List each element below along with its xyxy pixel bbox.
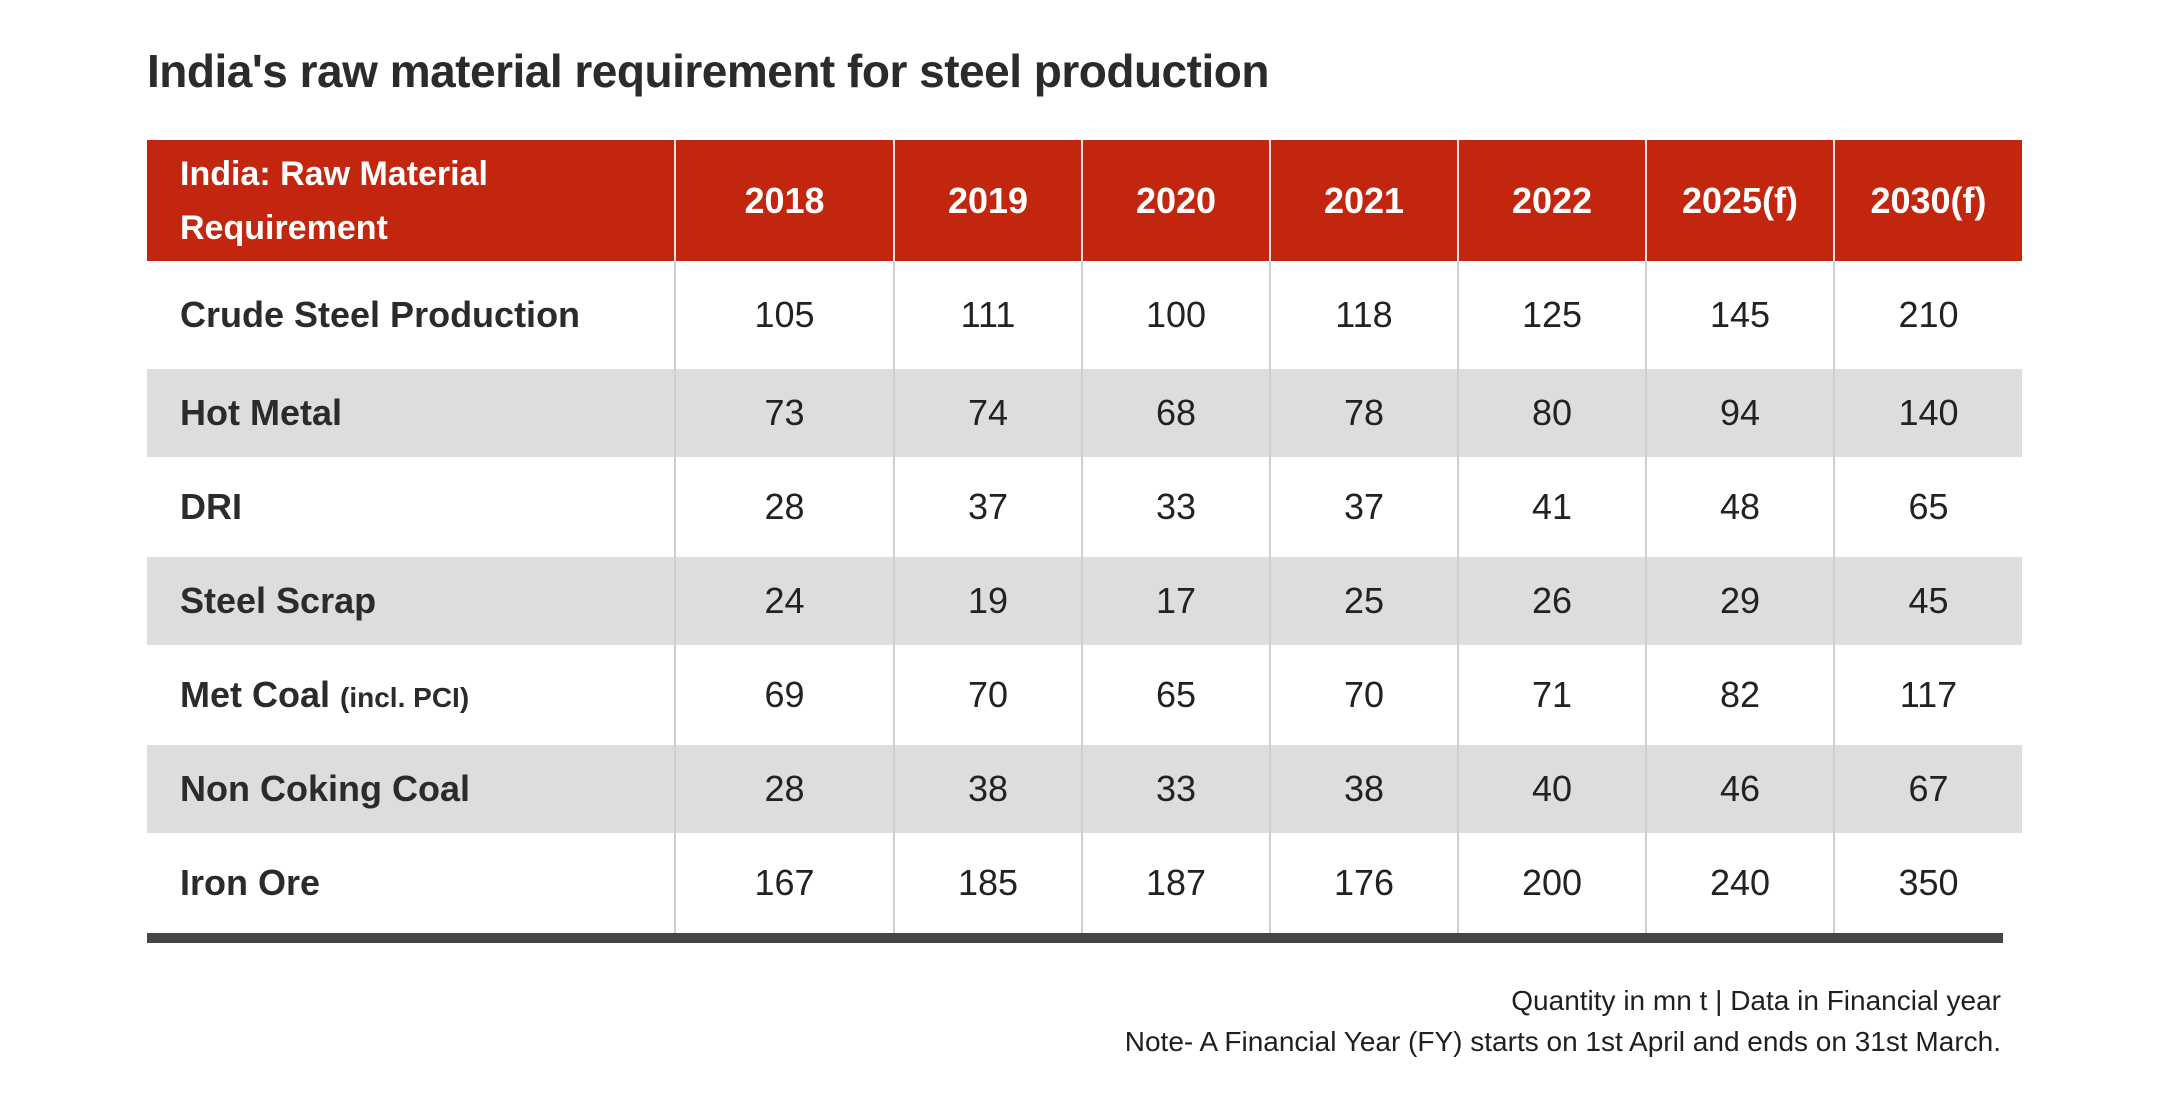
value-cell: 105 bbox=[674, 261, 894, 369]
page-title: India's raw material requirement for ste… bbox=[147, 45, 1269, 97]
value-cell: 37 bbox=[893, 457, 1082, 557]
value-cell: 117 bbox=[1833, 645, 2022, 745]
row-label: Steel Scrap bbox=[180, 580, 377, 621]
row-label-cell: Met Coal (incl. PCI) bbox=[147, 645, 675, 745]
value-cell: 71 bbox=[1457, 645, 1646, 745]
value-cell: 145 bbox=[1645, 261, 1834, 369]
row-label: Iron Ore bbox=[180, 862, 321, 903]
value-cell: 94 bbox=[1645, 369, 1834, 457]
column-header: 2022 bbox=[1457, 140, 1646, 261]
value-cell: 40 bbox=[1457, 745, 1646, 833]
header-label-cell: India: Raw Material Requirement bbox=[147, 140, 675, 261]
value-cell: 350 bbox=[1833, 833, 2022, 933]
row-label: Met Coal bbox=[180, 674, 331, 715]
column-header: 2019 bbox=[893, 140, 1082, 261]
row-label-cell: Non Coking Coal bbox=[147, 745, 675, 833]
row-label-cell: Crude Steel Production bbox=[147, 261, 675, 369]
value-cell: 38 bbox=[1269, 745, 1458, 833]
value-cell: 187 bbox=[1081, 833, 1270, 933]
table-row: Iron Ore 167 185 187 176 200 240 350 bbox=[147, 833, 2022, 933]
value-cell: 28 bbox=[674, 457, 894, 557]
column-header: 2030(f) bbox=[1833, 140, 2022, 261]
value-cell: 100 bbox=[1081, 261, 1270, 369]
table-body: Crude Steel Production 105 111 100 118 125 145… bbox=[147, 261, 2022, 933]
value-cell: 140 bbox=[1833, 369, 2022, 457]
value-cell: 33 bbox=[1081, 745, 1270, 833]
value-cell: 67 bbox=[1833, 745, 2022, 833]
value-cell: 33 bbox=[1081, 457, 1270, 557]
value-cell: 200 bbox=[1457, 833, 1646, 933]
row-label-cell: Iron Ore bbox=[147, 833, 675, 933]
value-cell: 73 bbox=[674, 369, 894, 457]
value-cell: 41 bbox=[1457, 457, 1646, 557]
table-row: Steel Scrap 24 19 17 25 26 29 45 bbox=[147, 557, 2022, 645]
value-cell: 74 bbox=[893, 369, 1082, 457]
row-label-cell: Steel Scrap bbox=[147, 557, 675, 645]
value-cell: 69 bbox=[674, 645, 894, 745]
value-cell: 28 bbox=[674, 745, 894, 833]
units-note: Quantity in mn t | Data in Financial yea… bbox=[1511, 985, 2001, 1016]
row-label: DRI bbox=[180, 486, 242, 527]
financial-year-note: Note- A Financial Year (FY) starts on 1s… bbox=[1124, 1026, 2001, 1057]
raw-material-table: India: Raw Material Requirement 2018 201… bbox=[147, 140, 2022, 933]
table-row: DRI 28 37 33 37 41 48 65 bbox=[147, 457, 2022, 557]
value-cell: 26 bbox=[1457, 557, 1646, 645]
column-header: 2018 bbox=[674, 140, 894, 261]
value-cell: 78 bbox=[1269, 369, 1458, 457]
value-cell: 70 bbox=[1269, 645, 1458, 745]
table-row: Hot Metal 73 74 68 78 80 94 140 bbox=[147, 369, 2022, 457]
value-cell: 25 bbox=[1269, 557, 1458, 645]
value-cell: 38 bbox=[893, 745, 1082, 833]
table-bottom-rule bbox=[147, 933, 2003, 943]
value-cell: 125 bbox=[1457, 261, 1646, 369]
value-cell: 65 bbox=[1081, 645, 1270, 745]
value-cell: 82 bbox=[1645, 645, 1834, 745]
value-cell: 68 bbox=[1081, 369, 1270, 457]
value-cell: 185 bbox=[893, 833, 1082, 933]
column-header: 2020 bbox=[1081, 140, 1270, 261]
data-table-container: India: Raw Material Requirement 2018 201… bbox=[147, 140, 2022, 943]
row-label: Crude Steel Production bbox=[180, 294, 581, 335]
table-header-row: India: Raw Material Requirement 2018 201… bbox=[147, 140, 2022, 261]
table-row: Met Coal (incl. PCI) 69 70 65 70 71 82 117 bbox=[147, 645, 2022, 745]
row-label: Hot Metal bbox=[180, 392, 342, 433]
table-row: Non Coking Coal 28 38 33 38 40 46 67 bbox=[147, 745, 2022, 833]
value-cell: 48 bbox=[1645, 457, 1834, 557]
value-cell: 80 bbox=[1457, 369, 1646, 457]
value-cell: 37 bbox=[1269, 457, 1458, 557]
value-cell: 24 bbox=[674, 557, 894, 645]
table-row: Crude Steel Production 105 111 100 118 125 145… bbox=[147, 261, 2022, 369]
value-cell: 111 bbox=[893, 261, 1082, 369]
value-cell: 46 bbox=[1645, 745, 1834, 833]
row-label-cell: DRI bbox=[147, 457, 675, 557]
value-cell: 210 bbox=[1833, 261, 2022, 369]
value-cell: 118 bbox=[1269, 261, 1458, 369]
value-cell: 240 bbox=[1645, 833, 1834, 933]
column-header: 2025(f) bbox=[1645, 140, 1834, 261]
value-cell: 70 bbox=[893, 645, 1082, 745]
value-cell: 19 bbox=[893, 557, 1082, 645]
value-cell: 17 bbox=[1081, 557, 1270, 645]
row-label-qualifier: (incl. PCI) bbox=[340, 682, 470, 713]
value-cell: 29 bbox=[1645, 557, 1834, 645]
row-label: Non Coking Coal bbox=[180, 768, 470, 809]
value-cell: 45 bbox=[1833, 557, 2022, 645]
value-cell: 167 bbox=[674, 833, 894, 933]
row-label-cell: Hot Metal bbox=[147, 369, 675, 457]
value-cell: 176 bbox=[1269, 833, 1458, 933]
column-header: 2021 bbox=[1269, 140, 1458, 261]
value-cell: 65 bbox=[1833, 457, 2022, 557]
